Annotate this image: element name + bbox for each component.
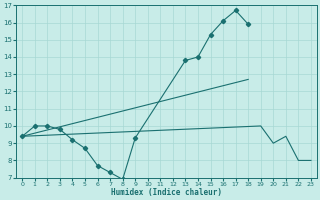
X-axis label: Humidex (Indice chaleur): Humidex (Indice chaleur) xyxy=(111,188,222,197)
